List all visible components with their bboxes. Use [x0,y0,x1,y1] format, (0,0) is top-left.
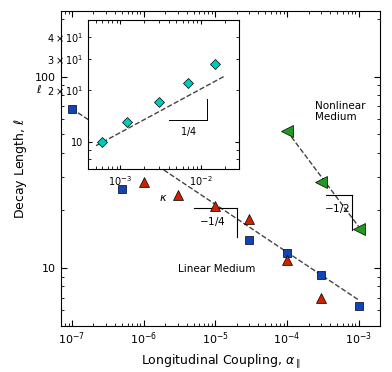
X-axis label: $\kappa$: $\kappa$ [160,193,168,203]
Text: $1/4$: $1/4$ [180,125,197,138]
Text: Linear Medium: Linear Medium [178,264,255,274]
Text: $-1/2$: $-1/2$ [324,202,350,215]
Y-axis label: Decay Length, $\ell$: Decay Length, $\ell$ [12,118,29,219]
X-axis label: Longitudinal Coupling, $\alpha_\parallel$: Longitudinal Coupling, $\alpha_\parallel… [141,353,300,370]
Text: $-1/4$: $-1/4$ [199,215,225,228]
Text: Nonlinear
Medium: Nonlinear Medium [316,100,366,122]
Y-axis label: $\ell$: $\ell$ [36,83,42,95]
